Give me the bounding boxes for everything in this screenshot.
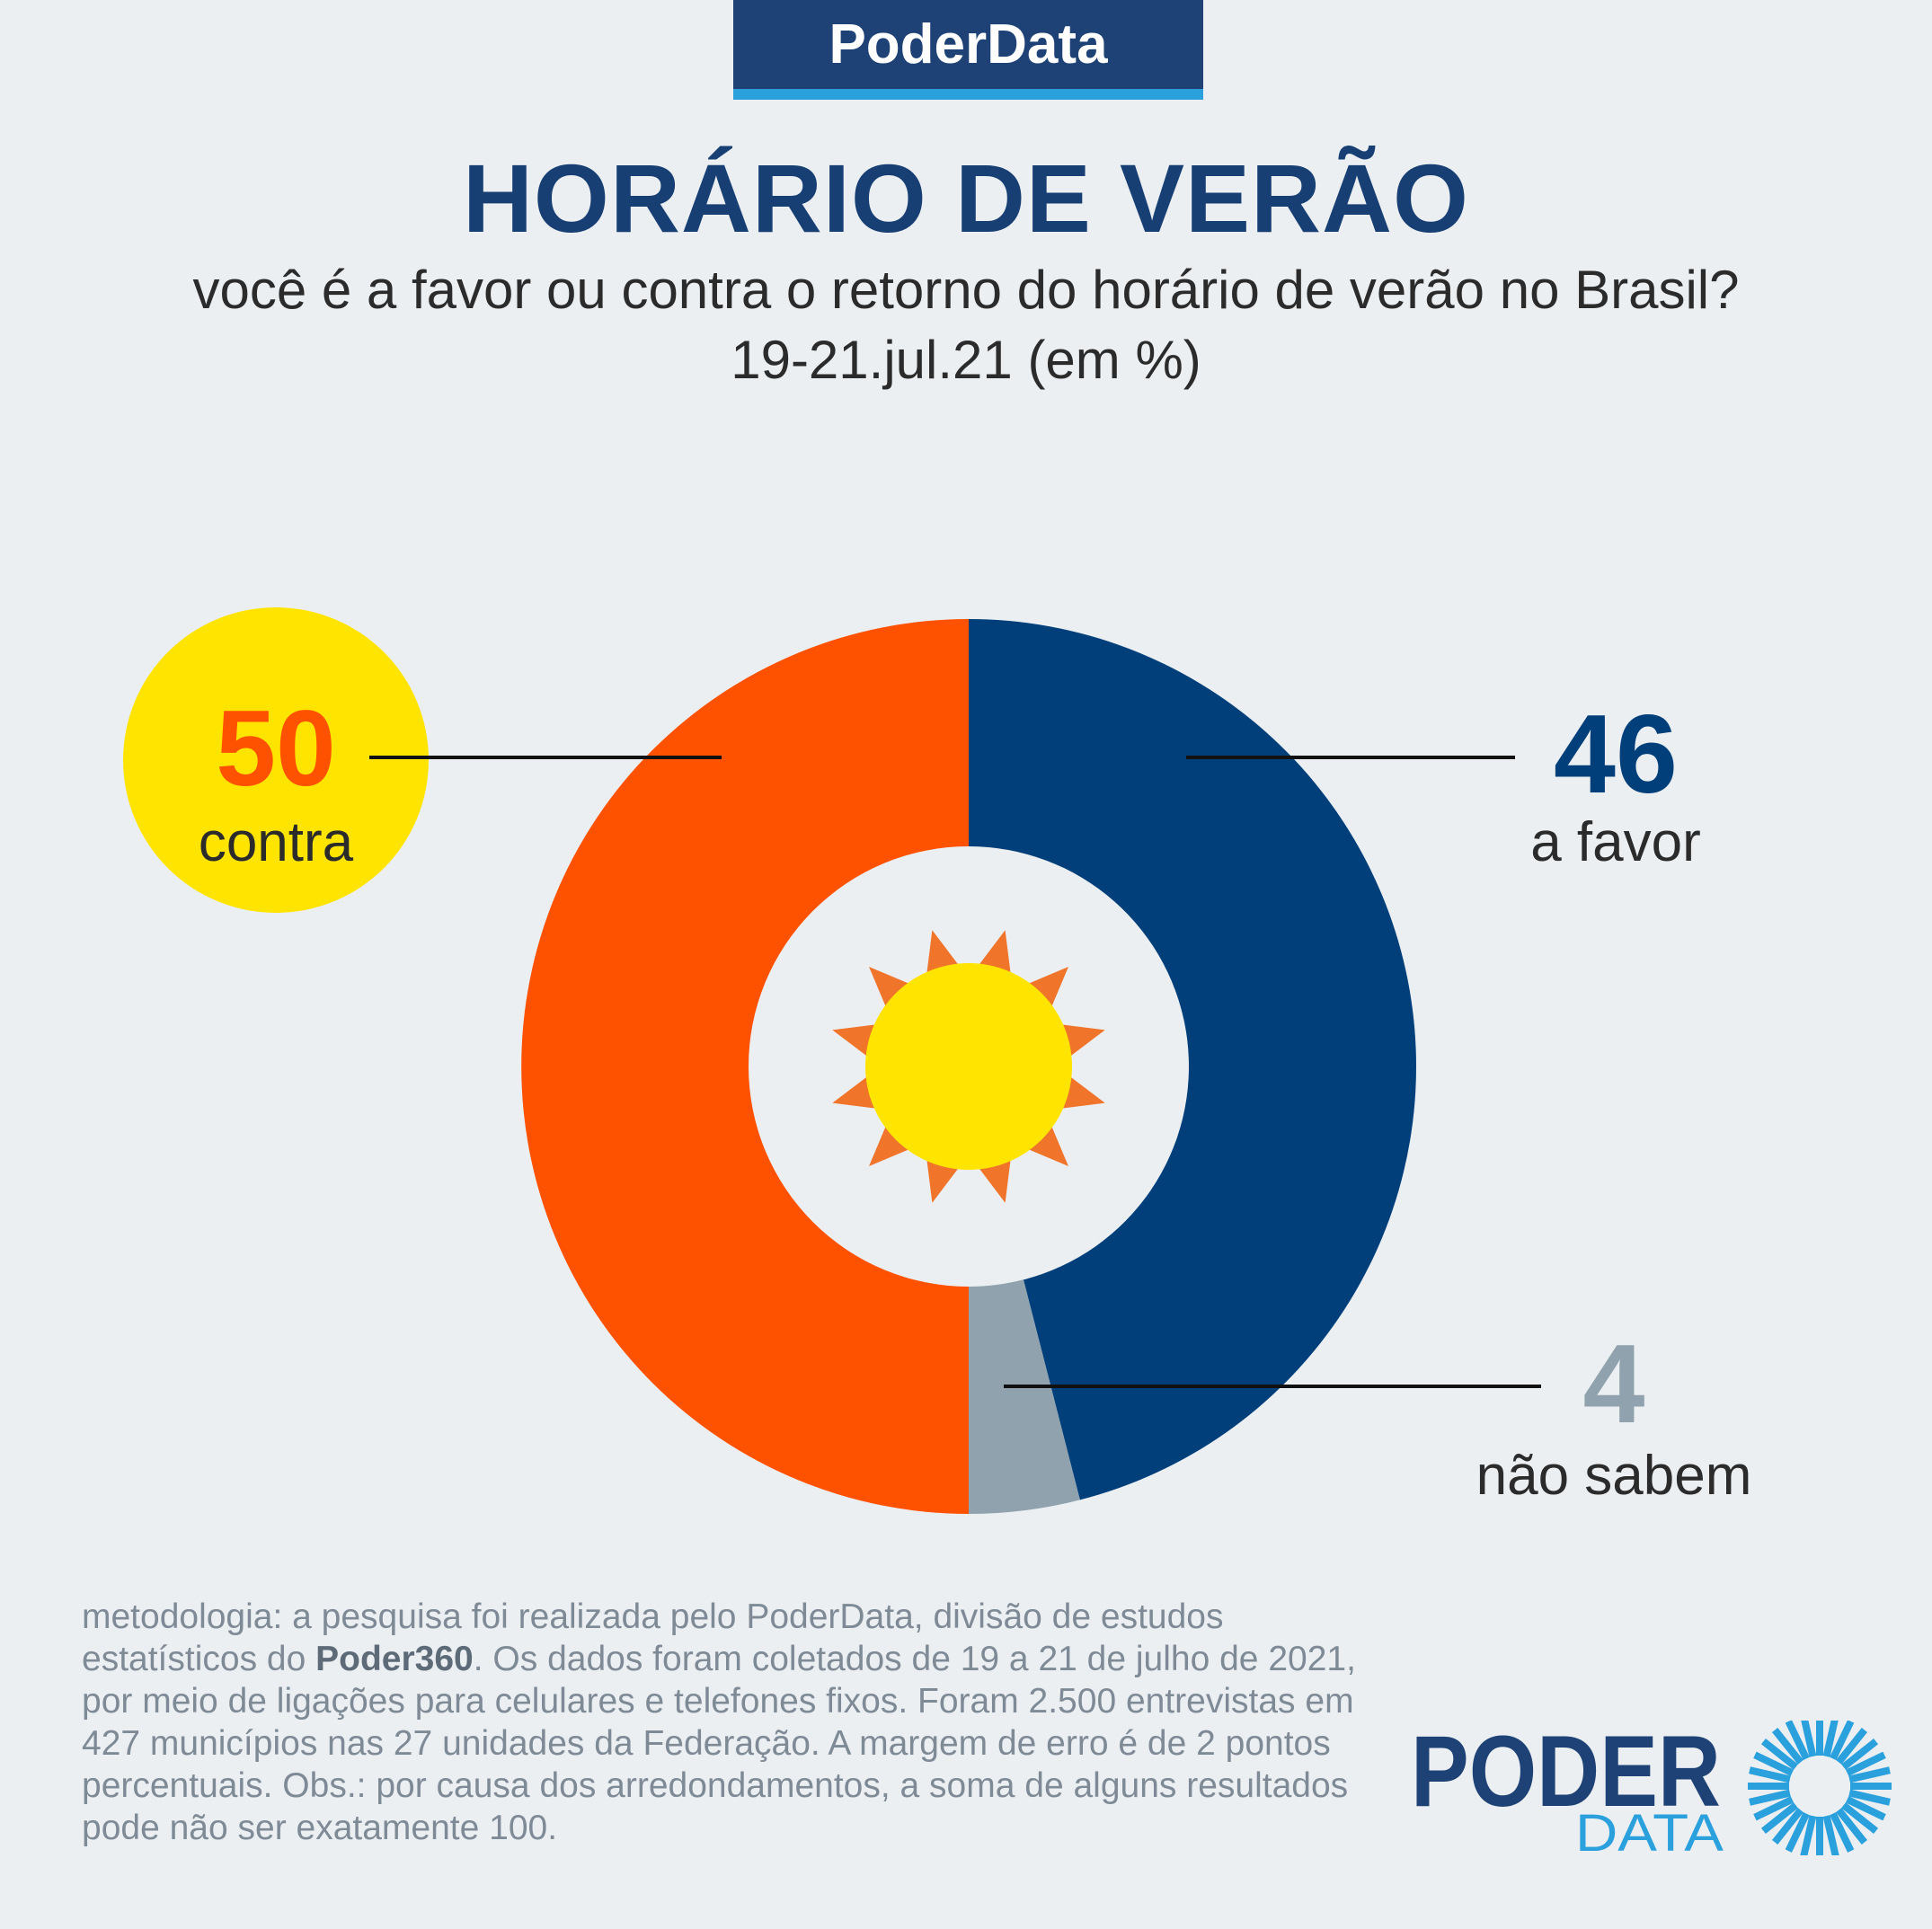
logo-burst-ray [1841, 1738, 1879, 1770]
sun-icon [832, 930, 1105, 1203]
logo-burst-ray [1760, 1738, 1798, 1770]
logo-burst-ray [1841, 1802, 1879, 1835]
logo-burst-ray [1800, 1815, 1817, 1855]
logo-burst-ray [1760, 1802, 1798, 1835]
slice-nao-sabem [969, 1279, 1080, 1514]
logo-word-data: DATA [1575, 1804, 1724, 1855]
category-label-a-favor: a favor [1530, 811, 1701, 873]
value-label-nao-sabem: 4 [1583, 1323, 1645, 1447]
methodology-footnote: metodologia: a pesquisa foi realizada pe… [82, 1596, 1376, 1849]
value-label-a-favor: 46 [1554, 693, 1678, 817]
logo-burst-ray [1771, 1727, 1803, 1765]
logo-burst-ray [1830, 1811, 1855, 1853]
logo-burst-icon [1748, 1721, 1892, 1855]
brand-tab: PoderData [733, 0, 1203, 100]
slice-a-favor [969, 619, 1416, 1500]
value-label-contra: 50 [216, 688, 335, 809]
footnote-text-2: . Os dados foram coletados de 19 a 21 de… [82, 1640, 1356, 1847]
logo-burst-ray [1749, 1789, 1791, 1806]
logo-burst-ray [1753, 1751, 1795, 1776]
logo-burst-ray [1848, 1789, 1891, 1806]
footnote-text-1: metodologia: a pesquisa foi realizada pe… [82, 1597, 1224, 1678]
logo-burst-ray [1848, 1766, 1891, 1783]
sun-disc [865, 963, 1072, 1170]
logo-burst-ray [1836, 1808, 1868, 1845]
brand-tab-label: PoderData [829, 13, 1108, 75]
chart-subtitle: você é a favor ou contra o retorno do ho… [192, 260, 1740, 320]
contra-bubble [123, 607, 429, 913]
logo-burst-ray [1749, 1766, 1791, 1783]
logo-burst-ray [1771, 1808, 1803, 1845]
logo-burst-ray [1822, 1721, 1839, 1757]
logo-burst-ray [1845, 1796, 1886, 1821]
logo-burst-ray [1785, 1721, 1810, 1761]
logo-burst-ray [1845, 1751, 1886, 1776]
logo-burst-ray [1830, 1721, 1855, 1761]
poderdata-logo: PODER DATA [1411, 1721, 1892, 1855]
logo-word-poder: PODER [1411, 1721, 1721, 1827]
logo-burst-ray [1822, 1815, 1839, 1855]
chart-title: HORÁRIO DE VERÃO [462, 144, 1470, 252]
logo-burst-ray [1801, 1721, 1817, 1757]
category-label-contra: contra [199, 811, 354, 873]
chart-date: 19-21.jul.21 (em %) [731, 330, 1201, 390]
logo-burst-ray [1785, 1811, 1810, 1853]
logo-burst-ray [1753, 1796, 1795, 1821]
footnote-bold: Poder360 [315, 1640, 474, 1678]
category-label-nao-sabem: não sabem [1476, 1445, 1752, 1507]
logo-burst-ray [1836, 1727, 1868, 1765]
slice-contra [521, 619, 969, 1514]
